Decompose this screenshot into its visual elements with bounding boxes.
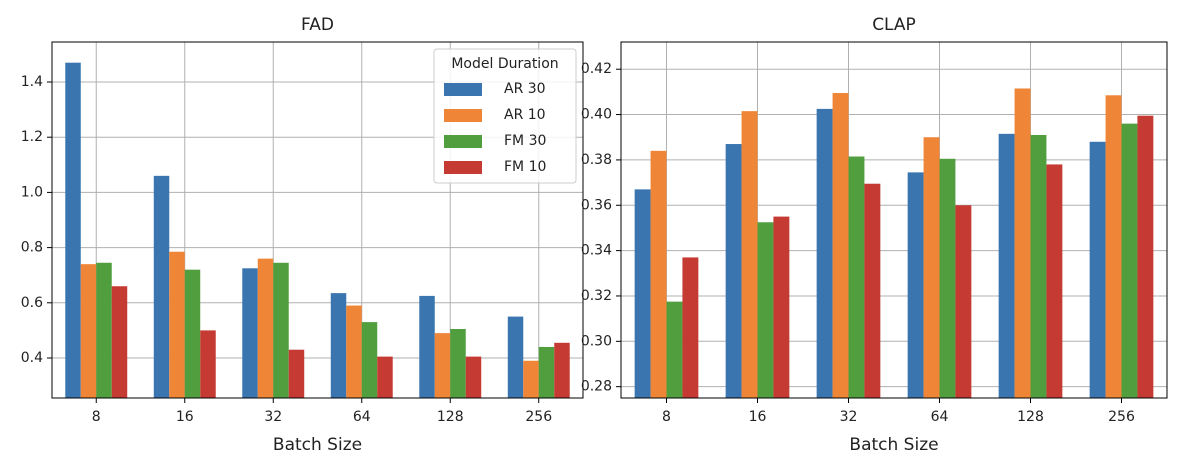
bar xyxy=(1014,88,1031,399)
y-tick-label: 0.28 xyxy=(581,379,612,395)
bar xyxy=(939,158,956,398)
y-tick-label: 0.42 xyxy=(581,61,612,77)
x-tick-label: 256 xyxy=(525,409,552,425)
legend-box xyxy=(433,48,577,184)
y-tick-label: 0.38 xyxy=(581,152,612,168)
bar xyxy=(1121,123,1138,399)
x-tick-label: 8 xyxy=(92,409,101,425)
bar xyxy=(538,346,555,398)
bar xyxy=(507,316,524,398)
x-tick-label: 16 xyxy=(176,409,194,425)
bar xyxy=(330,293,347,398)
y-tick-label: 0.32 xyxy=(581,288,612,304)
legend-swatch xyxy=(444,161,482,174)
y-tick-label: 1.2 xyxy=(21,129,43,145)
bar xyxy=(864,183,881,398)
bar xyxy=(741,111,758,398)
x-tick-label: 64 xyxy=(931,409,949,425)
bar xyxy=(816,108,833,398)
bar xyxy=(1105,95,1122,398)
x-tick-label: 128 xyxy=(1017,409,1044,425)
bar xyxy=(923,137,940,399)
bar xyxy=(346,305,362,398)
bar xyxy=(1030,134,1047,399)
legend-label: FM 30 xyxy=(504,133,546,149)
legend-label: AR 30 xyxy=(504,81,546,97)
y-tick-label: 1.4 xyxy=(21,74,43,90)
y-tick-label: 0.36 xyxy=(581,197,612,213)
x-tick-label: 64 xyxy=(353,409,371,425)
bar xyxy=(434,333,451,398)
legend-label: FM 10 xyxy=(504,159,546,175)
y-tick-label: 0.4 xyxy=(21,350,43,366)
bar xyxy=(153,175,170,398)
bar xyxy=(80,264,97,398)
y-tick-label: 0.8 xyxy=(21,240,43,256)
y-tick-label: 0.40 xyxy=(581,107,612,123)
x-tick-label: 32 xyxy=(264,409,282,425)
bar xyxy=(377,356,393,398)
legend-swatch xyxy=(444,109,482,122)
y-tick-label: 0.34 xyxy=(581,243,612,259)
bar xyxy=(848,156,865,398)
bar xyxy=(361,322,378,398)
y-tick-label: 0.30 xyxy=(581,333,612,349)
bar xyxy=(554,342,570,398)
bar xyxy=(666,301,683,398)
bar xyxy=(169,251,185,398)
x-tick-label: 32 xyxy=(840,409,858,425)
bar xyxy=(1046,164,1063,398)
plot-frame xyxy=(620,41,1168,399)
bar xyxy=(465,356,482,398)
bar xyxy=(523,360,539,398)
bar xyxy=(955,205,972,398)
x-axis-label: Batch Size xyxy=(273,435,362,455)
bar xyxy=(725,144,742,398)
x-tick-label: 8 xyxy=(662,409,671,425)
bar xyxy=(650,150,667,398)
bar xyxy=(184,269,201,398)
chart-title: CLAP xyxy=(872,15,916,35)
bar xyxy=(273,262,289,398)
bar xyxy=(832,93,849,399)
bar xyxy=(111,286,128,398)
bar xyxy=(96,262,112,398)
x-tick-label: 256 xyxy=(1108,409,1135,425)
bar xyxy=(757,222,774,398)
plot-frame xyxy=(51,41,584,399)
legend-swatch xyxy=(444,83,482,96)
bar xyxy=(1137,115,1154,398)
legend-title: Model Duration xyxy=(451,56,558,72)
bar xyxy=(450,329,466,398)
bar xyxy=(288,349,305,398)
x-tick-label: 16 xyxy=(749,409,767,425)
bar xyxy=(1089,141,1106,399)
bar xyxy=(682,257,699,398)
bar xyxy=(200,330,216,398)
legend-swatch xyxy=(444,135,482,148)
y-tick-label: 0.6 xyxy=(21,295,43,311)
bar xyxy=(907,172,924,398)
bar xyxy=(65,62,81,399)
chart-title: FAD xyxy=(301,15,334,35)
bar xyxy=(257,258,274,398)
bar xyxy=(773,216,790,398)
x-tick-label: 128 xyxy=(437,409,464,425)
bar xyxy=(419,295,435,398)
bar xyxy=(998,133,1015,398)
legend-label: AR 10 xyxy=(504,107,546,123)
y-tick-label: 1.0 xyxy=(21,184,43,200)
bar xyxy=(634,189,651,398)
x-axis-label: Batch Size xyxy=(849,435,938,455)
bar xyxy=(242,268,258,398)
